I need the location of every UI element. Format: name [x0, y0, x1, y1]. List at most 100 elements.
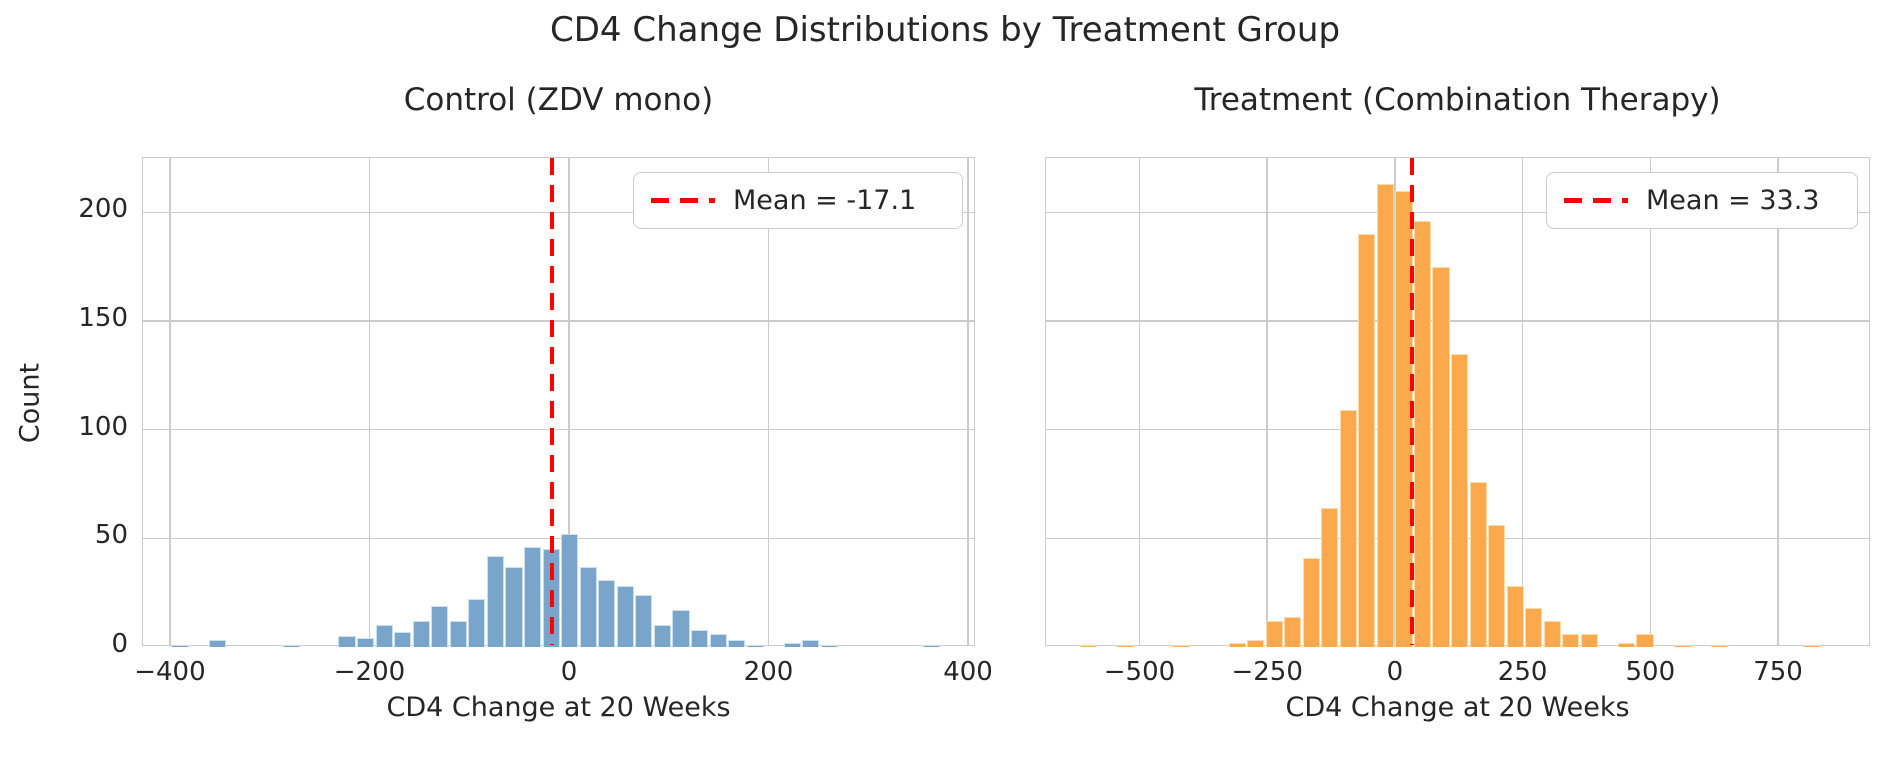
- histogram-bar: [1432, 266, 1450, 647]
- figure-title: CD4 Change Distributions by Treatment Gr…: [549, 10, 1341, 50]
- y-tick-label-200: 200: [78, 194, 128, 225]
- mean-dashed-line-legend-swatch: [651, 198, 715, 203]
- histogram-bar: [1413, 221, 1432, 647]
- gridline-y-100: [143, 428, 974, 431]
- histogram-bar: [394, 631, 412, 647]
- histogram-bar: [1339, 410, 1357, 647]
- histogram-bar: [523, 547, 542, 647]
- x-tick-label-0: 0: [1386, 657, 1404, 687]
- legend-treatment: Mean = 33.3: [1546, 172, 1858, 229]
- legend-label-treatment: Mean = 33.3: [1646, 185, 1820, 216]
- histogram-bar: [1580, 633, 1598, 647]
- histogram-bar: [1469, 481, 1487, 647]
- histogram-bar: [449, 620, 467, 647]
- mean-line: [550, 158, 554, 645]
- histogram-bar: [1525, 607, 1543, 647]
- histogram-bar: [922, 644, 940, 647]
- x-tick-label--500: −500: [1103, 657, 1176, 687]
- x-tick-label-250: 250: [1497, 657, 1548, 687]
- histogram-bar: [690, 629, 709, 647]
- gridline-x--500: [1138, 158, 1141, 645]
- histogram-bar: [431, 605, 449, 647]
- histogram-bar: [1376, 184, 1394, 647]
- x-tick-label-750: 750: [1753, 657, 1803, 687]
- histogram-bar: [1673, 644, 1691, 647]
- gridline-x-500: [1649, 158, 1652, 645]
- x-axis-label-treatment: CD4 Change at 20 Weeks: [1285, 692, 1630, 723]
- histogram-bar: [1265, 620, 1283, 647]
- subplot-title-control: Control (ZDV mono): [403, 82, 714, 118]
- histogram-bar: [653, 625, 671, 647]
- histogram-bar: [1451, 353, 1469, 647]
- gridline-x--400: [169, 158, 171, 645]
- histogram-bar: [1636, 633, 1654, 647]
- histogram-bar: [1284, 616, 1302, 647]
- x-tick-label-0: 0: [560, 657, 578, 687]
- histogram-bar: [635, 594, 653, 647]
- x-tick-label-500: 500: [1625, 657, 1676, 687]
- gridline-y-200: [1046, 211, 1869, 214]
- histogram-bar: [709, 633, 727, 647]
- histogram-bar: [1358, 234, 1376, 647]
- histogram-bar: [728, 640, 746, 647]
- histogram-bar: [1117, 644, 1135, 647]
- histogram-bar: [282, 644, 300, 647]
- histogram-bar: [208, 640, 226, 647]
- gridline-y-150: [1046, 320, 1869, 322]
- histogram-bar: [1562, 633, 1580, 647]
- y-tick-label-150: 150: [78, 303, 128, 333]
- mean-dashed-line-legend-swatch: [1564, 198, 1628, 203]
- legend-control: Mean = -17.1: [633, 172, 963, 229]
- x-tick-label-200: 200: [743, 657, 794, 687]
- gridline-y-150: [143, 320, 974, 322]
- histogram-bar: [356, 638, 375, 647]
- x-tick-label--250: −250: [1231, 657, 1303, 687]
- histogram-bar: [579, 566, 597, 647]
- gridline-x-750: [1777, 158, 1779, 645]
- histogram-bar: [468, 599, 486, 647]
- histogram-bar: [1710, 644, 1728, 647]
- x-tick-label--400: −400: [134, 657, 206, 687]
- histogram-bar: [1617, 642, 1636, 647]
- subplot-title-treatment: Treatment (Combination Therapy): [1194, 82, 1721, 118]
- histogram-bar: [746, 644, 764, 647]
- histogram-bar: [375, 625, 393, 647]
- x-tick-label-400: 400: [943, 657, 993, 687]
- gridline-x-250: [1521, 158, 1524, 645]
- histogram-bar: [672, 610, 690, 647]
- histogram-bar: [412, 620, 430, 647]
- treatment-histogram-plot: −500 −250 0 250 500 750: [1045, 157, 1870, 687]
- histogram-bar: [561, 533, 579, 647]
- control-histogram-plot: −400 −200 0 200 400: [134, 157, 993, 687]
- histogram-bar: [1543, 620, 1561, 647]
- gridline-x-0: [568, 158, 570, 645]
- y-tick-label-50: 50: [94, 520, 128, 551]
- gridline-x--200: [368, 158, 371, 645]
- mean-line: [1410, 158, 1414, 645]
- histogram-bar: [171, 644, 189, 647]
- histogram-bar: [1302, 557, 1320, 647]
- gridline-x-0: [1394, 158, 1396, 645]
- histogram-bar: [616, 586, 634, 647]
- histogram-bar: [1228, 642, 1246, 647]
- histogram-bar: [486, 555, 505, 647]
- histogram-bar: [598, 579, 616, 647]
- gridline-y-50: [143, 537, 974, 540]
- gridline-x-400: [967, 158, 969, 645]
- x-tick-label--200: −200: [333, 657, 406, 687]
- histogram-bar: [802, 640, 820, 647]
- gridline-x--250: [1266, 158, 1268, 645]
- legend-label-control: Mean = -17.1: [733, 185, 917, 216]
- histogram-bar: [1321, 507, 1339, 647]
- histogram-bar: [1506, 586, 1524, 647]
- histogram-bar: [1080, 644, 1098, 647]
- y-tick-label-100: 100: [78, 411, 128, 442]
- histogram-bar: [1803, 644, 1821, 647]
- gridline-x-200: [767, 158, 770, 645]
- x-axis-label-control: CD4 Change at 20 Weeks: [386, 692, 731, 723]
- histogram-bar: [820, 644, 838, 647]
- gridline-y-200: [143, 211, 974, 214]
- histogram-bar: [1247, 640, 1265, 647]
- histogram-bar: [505, 566, 523, 647]
